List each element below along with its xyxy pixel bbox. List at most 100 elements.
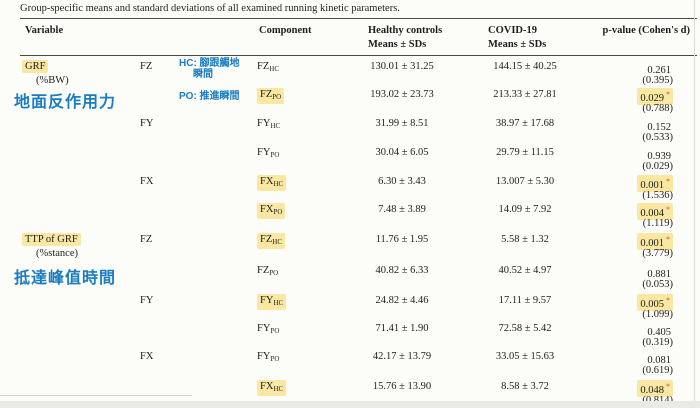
healthy-value: 15.76 ± 13.90 [372,381,432,392]
covid-value: 40.52 ± 4.97 [498,265,552,276]
column-header-healthy-controls: Healthy controls [368,25,443,36]
ttp-unit-label: (%stance) [36,248,78,259]
significance-mark: * [666,90,670,99]
component-base: FZ [260,234,273,245]
component-subscript: PO [272,93,282,101]
healthy-value: 40.82 ± 6.33 [375,265,429,276]
p-value: 0.004 * [570,203,673,220]
component-subscript: HC [273,385,284,393]
table-row-ttp-fx-hc: FXHC 15.76 ± 13.90 8.58 ± 3.72 0.048* (0… [0,380,700,407]
healthy-value: 31.99 ± 8.51 [375,118,429,129]
p-number: 0.081 [647,355,671,366]
table-bottom-rule [0,395,192,396]
table-caption: Group-specific means and standard deviat… [20,3,400,14]
annotation-hc-note-line2: 瞬間 [193,69,213,80]
p-number: 0.048 [640,385,664,396]
p-number: 0.939 [647,151,671,162]
covid-value: 5.58 ± 1.32 [501,234,549,245]
table-row-fx-po: FXPO 7.48 ± 3.89 14.09 ± 7.92 0.004 * (1.… [0,203,700,230]
grf-unit-label: (%BW) [36,75,69,86]
component-highlight: FZPO [257,88,285,104]
cohens-d: (0.319) [642,337,673,348]
p-value: 0.881 [570,264,673,281]
p-value: 0.001 * [570,233,673,250]
column-header-component: Component [259,25,312,36]
covid-value: 144.15 ± 40.25 [493,61,557,72]
p-highlight: 0.005 * [637,294,673,311]
covid-value: 8.58 ± 3.72 [501,381,549,392]
component-base: FY [257,147,271,158]
p-number: 0.261 [647,65,671,76]
covid-value: 29.79 ± 11.15 [496,147,554,158]
annotation-ttp-chinese: 抵達峰值時間 [14,270,117,287]
table-row-ttp-fz-hc: FZ FZHC 11.76 ± 1.95 5.58 ± 1.32 0.001 * … [0,233,700,260]
table-row-fx-hc: FX FXHC 6.30 ± 3.43 13.007 ± 5.30 0.001 *… [0,175,700,202]
healthy-value: 130.01 ± 31.25 [370,61,434,72]
healthy-value: 30.04 ± 6.05 [375,147,429,158]
component-highlight: FXHC [257,380,287,396]
component-cell: FYPO [257,146,279,162]
variable-grf: GRF [22,60,49,73]
healthy-value: 24.82 ± 4.46 [375,295,429,306]
column-header-healthy-means: Means ± SDs [368,39,427,50]
cohens-d: (0.029) [642,161,673,172]
healthy-value: 193.02 ± 23.73 [370,89,434,100]
p-highlight: 0.001 * [637,233,673,250]
component-cell: FXHC [257,175,287,191]
component-cell: FYPO [257,322,279,338]
component-base: FY [257,351,271,362]
page-right-border [694,0,695,401]
component-base: FX [260,204,274,215]
p-highlight: 0.048 * [637,380,673,397]
component-subscript: PO [270,355,280,363]
component-base: FZ [260,89,273,100]
component-cell: FYPO [257,350,279,366]
table-row-ttp-fz-po: FZPO 40.82 ± 6.33 40.52 ± 4.97 0.881 (0.… [0,264,700,291]
cohens-d: (1.536) [642,190,673,201]
component-cell: FZPO [257,88,285,104]
column-header-covid-means: Means ± SDs [488,39,547,50]
component-subscript: HC [273,299,284,307]
component-cell: FXPO [257,203,286,219]
table-row-fz-po: FZPO 193.02 ± 23.73 213.33 ± 27.81 0.029… [0,88,700,115]
component-cell: FYHC [257,294,287,310]
component-highlight: FXHC [257,175,287,191]
group-label: FX [140,176,154,187]
p-number: 0.881 [647,269,671,280]
p-value: 0.001 * [570,175,673,192]
cohens-d: (1.099) [642,309,673,320]
group-label: FX [140,351,154,362]
p-highlight: 0.029 * [637,88,673,105]
annotation-po-note: PO: 推進瞬間 [179,91,240,102]
component-cell: FZPO [257,264,278,280]
p-number: 0.029 [640,93,664,104]
group-label: FY [140,118,154,129]
covid-value: 13.007 ± 5.30 [495,176,555,187]
component-subscript: PO [270,151,280,159]
healthy-value: 7.48 ± 3.89 [378,204,426,215]
ttp-highlight: TTP of GRF [22,233,81,246]
cohens-d: (3.779) [642,248,673,259]
component-base: FX [260,381,274,392]
variable-grf-unit: (%BW) [36,60,69,86]
group-label: FZ [140,234,153,245]
cohens-d: (0.788) [642,103,673,114]
p-value: 0.152 [570,117,673,134]
healthy-value: 6.30 ± 3.43 [378,176,426,187]
p-highlight: 0.004 * [637,203,673,220]
covid-value: 14.09 ± 7.92 [498,204,552,215]
cohens-d: (0.619) [642,365,673,376]
component-highlight: FXPO [257,203,286,219]
component-subscript: HC [272,238,282,246]
group-label: FZ [140,61,153,72]
covid-value: 33.05 ± 15.63 [495,351,555,362]
p-value: 0.005 * [570,294,673,311]
p-number: 0.405 [647,327,671,338]
annotation-hc-note-line1: HC: 腳跟觸地 [179,58,240,69]
component-subscript: PO [269,269,279,277]
component-cell: FZHC [257,60,279,76]
component-cell: FZHC [257,233,285,249]
significance-mark: * [666,235,670,244]
component-base: FY [257,323,271,334]
cohens-d: (0.053) [642,279,673,290]
